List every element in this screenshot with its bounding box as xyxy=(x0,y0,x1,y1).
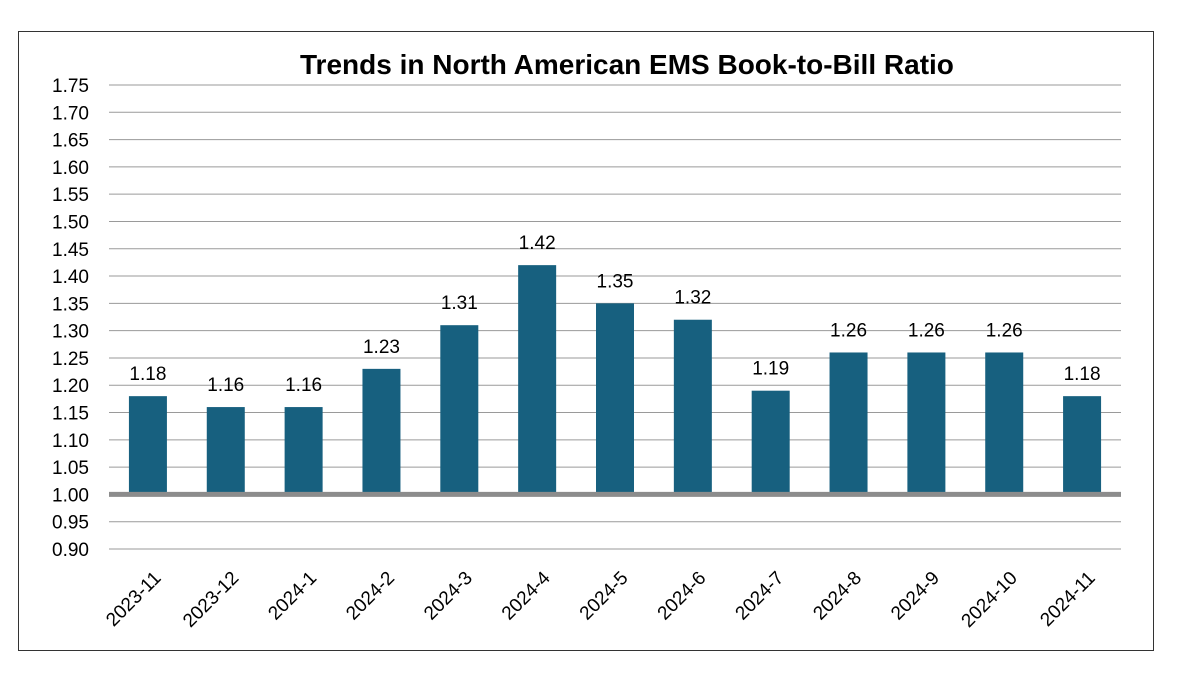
chart-frame: Trends in North American EMS Book-to-Bil… xyxy=(18,31,1154,651)
y-tick-label: 1.50 xyxy=(52,212,89,233)
data-label: 1.23 xyxy=(363,337,400,358)
data-label: 1.19 xyxy=(752,359,789,380)
bar xyxy=(1063,396,1102,495)
y-tick-label: 1.05 xyxy=(52,458,89,479)
chart-title: Trends in North American EMS Book-to-Bil… xyxy=(300,49,954,80)
bar-chart: Trends in North American EMS Book-to-Bil… xyxy=(52,49,1121,632)
bar xyxy=(518,265,557,495)
x-category-label: 2024-7 xyxy=(732,568,789,625)
data-label: 1.18 xyxy=(1064,364,1101,385)
bar xyxy=(829,352,868,495)
y-tick-label: 1.00 xyxy=(52,485,89,506)
x-category-label: 2024-9 xyxy=(887,568,944,625)
bar xyxy=(751,390,790,495)
y-tick-label: 1.70 xyxy=(52,103,89,124)
y-tick-label: 1.75 xyxy=(52,76,89,97)
x-category-label: 2024-5 xyxy=(576,568,633,625)
x-category-label: 2024-4 xyxy=(498,567,555,624)
y-tick-label: 0.95 xyxy=(52,513,89,534)
data-label: 1.32 xyxy=(674,288,711,309)
data-label: 1.42 xyxy=(519,233,556,254)
y-tick-label: 1.35 xyxy=(52,294,89,315)
x-axis-categories: 2023-11 2023-12 2024-1 2024-2 2024-3 2024-4 20… xyxy=(102,567,1099,631)
y-tick-label: 1.20 xyxy=(52,376,89,397)
x-category-label: 2023-11 xyxy=(102,568,165,631)
x-category-label: 2024-11 xyxy=(1036,568,1099,631)
y-tick-label: 1.55 xyxy=(52,185,89,206)
bar xyxy=(128,396,167,495)
y-tick-label: 1.30 xyxy=(52,322,89,343)
data-label: 1.35 xyxy=(597,271,634,292)
data-label: 1.26 xyxy=(986,320,1023,341)
bar xyxy=(596,303,634,495)
data-label: 1.26 xyxy=(908,320,945,341)
x-category-label: 2024-3 xyxy=(420,568,477,625)
y-tick-label: 1.65 xyxy=(52,131,89,152)
y-tick-label: 1.60 xyxy=(52,158,89,179)
x-category-label: 2023-12 xyxy=(179,568,243,632)
data-label: 1.31 xyxy=(441,293,478,314)
y-axis-ticks: 0.90 0.95 1.00 1.05 1.10 1.15 1.20 1.25 1.30 1.35… xyxy=(52,76,89,561)
x-category-label: 2024-10 xyxy=(958,568,1022,632)
bar xyxy=(206,407,245,495)
x-category-label: 2024-2 xyxy=(342,568,399,625)
x-category-label: 2024-8 xyxy=(809,568,866,625)
y-tick-label: 1.15 xyxy=(52,404,89,425)
bar xyxy=(440,325,479,495)
y-tick-label: 1.25 xyxy=(52,349,89,370)
bar xyxy=(284,407,323,495)
data-label: 1.18 xyxy=(129,364,166,385)
data-label: 1.16 xyxy=(285,375,322,396)
bar xyxy=(985,352,1024,495)
y-tick-label: 1.10 xyxy=(52,431,89,452)
data-label: 1.16 xyxy=(207,375,244,396)
y-tick-label: 1.45 xyxy=(52,240,89,261)
bar xyxy=(673,319,712,495)
y-tick-label: 0.90 xyxy=(52,540,89,561)
y-tick-label: 1.40 xyxy=(52,267,89,288)
bar xyxy=(362,368,401,495)
data-labels: 1.18 1.16 1.16 1.23 1.31 1.42 1.35 1.32 1.19 1.26… xyxy=(129,233,1100,396)
bar xyxy=(907,352,946,495)
x-category-label: 2024-6 xyxy=(654,568,711,625)
x-category-label: 2024-1 xyxy=(264,568,321,625)
bars xyxy=(128,265,1102,495)
data-label: 1.26 xyxy=(830,320,867,341)
